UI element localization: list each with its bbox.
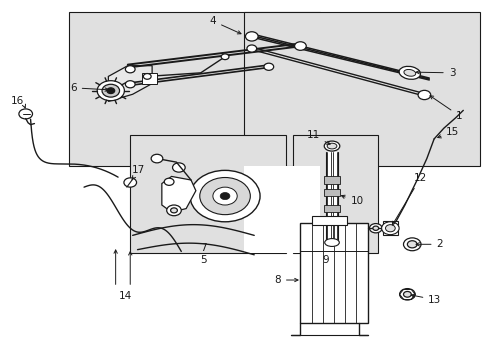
Bar [324,189,339,196]
Text: 14: 14 [119,291,132,301]
Bar [382,221,397,235]
Text: 13: 13 [410,294,441,305]
Circle shape [407,241,416,248]
Circle shape [123,178,136,187]
Circle shape [220,193,229,200]
Circle shape [170,208,177,213]
Circle shape [246,45,256,52]
Circle shape [200,177,250,215]
Ellipse shape [398,66,420,79]
Circle shape [399,289,414,300]
Circle shape [221,54,228,60]
Circle shape [403,292,410,297]
Circle shape [381,222,398,235]
Circle shape [97,81,124,101]
Text: 3: 3 [415,68,454,78]
Text: 1: 1 [429,96,462,121]
Circle shape [190,170,260,222]
Bar [325,152,337,243]
Circle shape [125,81,135,88]
Bar [130,135,285,253]
Circle shape [245,32,258,41]
Polygon shape [162,176,196,212]
Circle shape [143,73,151,79]
Bar [244,166,319,253]
Circle shape [172,163,185,172]
Circle shape [125,66,135,73]
Bar [311,216,346,225]
Circle shape [385,225,394,232]
Ellipse shape [403,69,415,76]
Circle shape [294,42,305,50]
Text: 5: 5 [200,255,206,265]
Bar [324,176,339,184]
Circle shape [372,226,378,230]
Circle shape [164,178,174,185]
Ellipse shape [326,143,336,149]
Circle shape [102,84,119,97]
Circle shape [369,224,381,233]
Text: 16: 16 [10,96,23,107]
Text: 17: 17 [131,165,144,180]
Bar [292,135,377,253]
Circle shape [212,187,237,205]
Bar [324,205,339,212]
Text: 11: 11 [306,130,329,144]
Text: 9: 9 [322,255,329,265]
Bar [244,12,479,166]
Text: 6: 6 [70,83,108,93]
Bar [300,223,368,323]
Bar [69,12,319,166]
Text: 12: 12 [391,173,426,225]
Polygon shape [108,66,152,102]
Circle shape [264,63,273,70]
Ellipse shape [324,141,339,151]
Circle shape [107,88,115,94]
Text: 2: 2 [415,239,442,249]
Text: 10: 10 [341,195,363,206]
Text: 4: 4 [209,16,241,34]
Ellipse shape [324,239,339,247]
Circle shape [151,154,163,163]
Text: 8: 8 [274,275,297,285]
Circle shape [166,205,181,216]
Bar [142,73,157,84]
Circle shape [19,109,32,119]
Circle shape [403,238,420,251]
Text: 15: 15 [437,127,459,138]
Circle shape [417,90,430,100]
Text: 7: 7 [200,243,206,253]
